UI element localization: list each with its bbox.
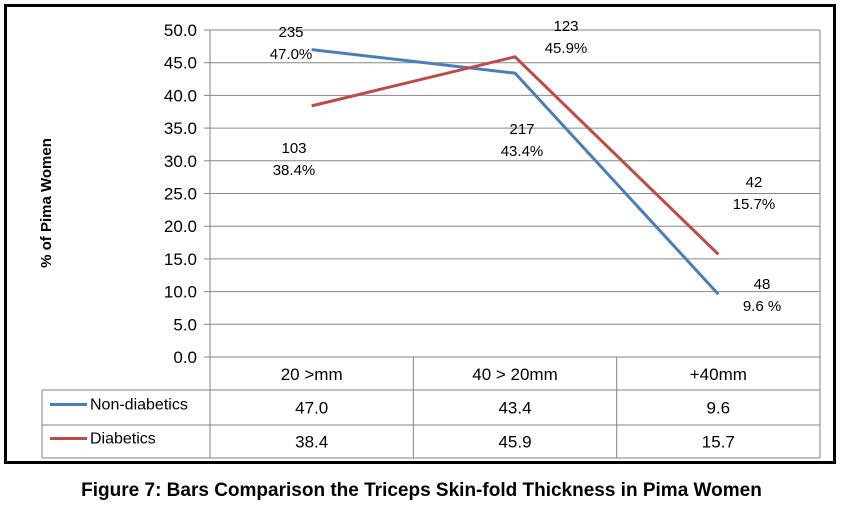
legend-label: Diabetics <box>90 431 156 448</box>
y-tick-label: 25.0 <box>164 185 197 204</box>
x-category-label: +40mm <box>690 365 747 384</box>
data-label-percent: 45.9% <box>545 40 588 57</box>
y-tick-label: 45.0 <box>164 54 197 73</box>
y-tick-label: 15.0 <box>164 250 197 269</box>
table-cell-value: 15.7 <box>702 433 735 452</box>
y-tick-label: 0.0 <box>173 348 197 367</box>
x-category-label: 40 > 20mm <box>472 365 558 384</box>
data-label-count: 48 <box>754 276 771 293</box>
table-cell-value: 45.9 <box>498 433 531 452</box>
y-tick-label: 50.0 <box>164 21 197 40</box>
x-category-label: 20 >mm <box>281 365 343 384</box>
y-tick-label: 35.0 <box>164 119 197 138</box>
y-tick-label: 40.0 <box>164 86 197 105</box>
y-tick-label: 5.0 <box>173 315 197 334</box>
data-label-percent: 38.4% <box>273 162 316 179</box>
data-label-count: 103 <box>281 140 306 157</box>
chart-frame: 0.0 5.0 10.0 15.0 20.0 25.0 30.0 35.0 40.0 45.0 50… <box>4 4 836 464</box>
y-tick-label: 10.0 <box>164 283 197 302</box>
table-cell-value: 47.0 <box>295 399 328 418</box>
data-annotations: 235 47.0% 217 43.4% 48 9.6 % 103 38.4% 123 45.9% 4… <box>270 18 781 315</box>
data-label-percent: 47.0% <box>270 46 313 63</box>
table-cell-value: 43.4 <box>498 399 531 418</box>
table-cell-value: 9.6 <box>707 399 731 418</box>
gridlines <box>204 29 821 358</box>
data-label-percent: 9.6 % <box>743 298 781 315</box>
data-label-percent: 43.4% <box>501 143 544 160</box>
y-axis-ticks: 0.0 5.0 10.0 15.0 20.0 25.0 30.0 35.0 40.0 45.0 50… <box>164 21 197 367</box>
data-label-count: 235 <box>278 24 303 41</box>
data-table: 20 >mm 40 > 20mm +40mm Non-diabetics 47.0 43.… <box>41 357 821 459</box>
table-cell-value: 38.4 <box>295 433 328 452</box>
data-label-count: 217 <box>509 121 534 138</box>
legend-label: Non-diabetics <box>90 397 188 414</box>
data-label-percent: 15.7% <box>733 196 776 213</box>
series-lines <box>311 48 720 296</box>
figure-caption: Figure 7: Bars Comparison the Triceps Sk… <box>81 480 762 501</box>
line-chart: 0.0 5.0 10.0 15.0 20.0 25.0 30.0 35.0 40.0 45.0 50… <box>38 18 821 459</box>
series-line <box>311 48 720 296</box>
data-label-count: 42 <box>746 174 763 191</box>
y-tick-label: 20.0 <box>164 217 197 236</box>
y-axis-label: % of Pima Women <box>38 138 55 268</box>
series-line <box>311 55 720 256</box>
y-tick-label: 30.0 <box>164 152 197 171</box>
data-label-count: 123 <box>553 18 578 35</box>
